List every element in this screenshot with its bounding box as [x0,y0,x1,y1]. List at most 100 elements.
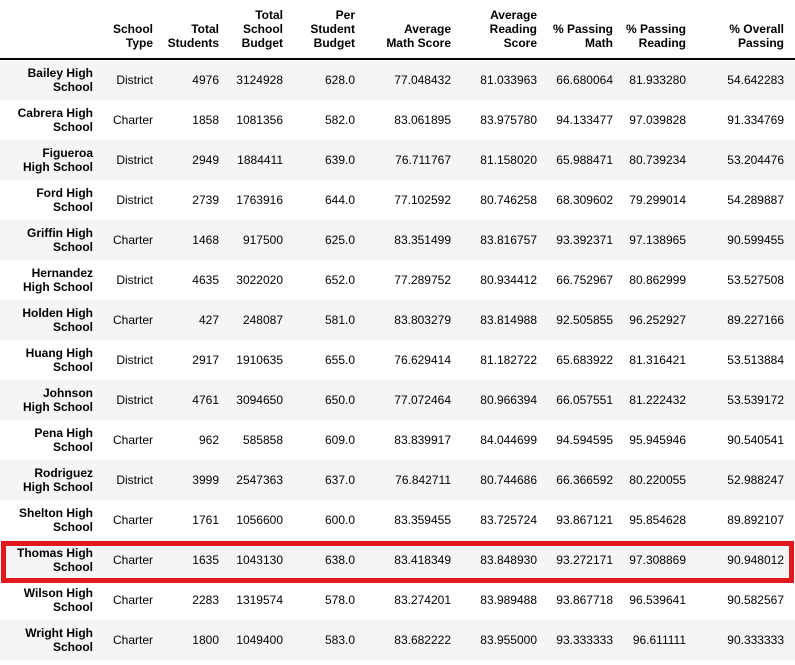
table-row-wright-high-school: Wright High School Charter 1800 1049400 583.0… [0,620,795,660]
cell-passing-reading: 81.933280 [629,73,686,87]
row-header-line: School [52,360,93,374]
cell-average-reading-score: 80.744686 [480,473,537,487]
cell-passing-math: 93.392371 [556,233,613,247]
cell-passing-reading: 79.299014 [629,193,686,207]
cell-total-students: 2917 [192,353,219,367]
column-header-passing-math: % Passing Math [548,0,624,60]
cell-average-math-score: 77.048432 [394,73,451,87]
row-header-line: Figueroa [42,146,93,160]
cell-passing-reading: 97.039828 [629,113,686,127]
row-header-line: Shelton High [19,506,93,520]
table-row-pena-high-school: Pena High School Charter 962 585858 609.0 83.8… [0,420,795,460]
table-row-johnson-high-school: Johnson High School District 4761 3094650 650… [0,380,795,420]
cell-total-students: 427 [198,313,219,327]
cell-passing-math: 93.333333 [556,633,613,647]
cell-school-type: District [116,193,153,207]
cell-overall-passing: 89.892107 [727,513,784,527]
cell-passing-math: 92.505855 [556,313,613,327]
row-header-line: Bailey High [27,66,93,80]
column-header-line: School [112,22,153,36]
cell-total-school-budget: 1763916 [236,193,283,207]
row-header-line: Griffin High [27,226,93,240]
cell-average-math-score: 77.102592 [394,193,451,207]
cell-passing-math: 65.988471 [556,153,613,167]
cell-overall-passing: 90.540541 [727,433,784,447]
column-header-line: % Passing [625,22,686,36]
cell-per-student-budget: 637.0 [324,473,355,487]
row-header-shelton-high-school: Shelton High School [0,500,104,540]
row-header-line: High School [23,400,93,414]
cell-per-student-budget: 638.0 [324,553,355,567]
cell-average-reading-score: 81.182722 [480,353,537,367]
cell-total-students: 962 [198,433,219,447]
table-row-shelton-high-school: Shelton High School Charter 1761 1056600 600.… [0,500,795,540]
cell-school-type: District [116,153,153,167]
cell-total-school-budget: 2547363 [236,473,283,487]
row-header-griffin-high-school: Griffin High School [0,220,104,260]
cell-total-school-budget: 585858 [242,433,283,447]
column-header-line: Average [490,8,537,22]
cell-total-students: 1858 [192,113,219,127]
row-header-holden-high-school: Holden High School [0,300,104,340]
cell-average-reading-score: 83.725724 [480,513,537,527]
table-row-hernandez-high-school: Hernandez High School District 4635 3022020 6… [0,260,795,300]
cell-total-school-budget: 3022020 [236,273,283,287]
row-header-huang-high-school: Huang High School [0,340,104,380]
cell-total-students: 4635 [192,273,219,287]
cell-passing-math: 66.057551 [556,393,613,407]
column-header-line: Budget [241,36,283,50]
cell-total-students: 2283 [192,593,219,607]
cell-total-school-budget: 1043130 [236,553,283,567]
column-header-average-math-score: Average Math Score [366,0,462,60]
row-header-thomas-high-school: Thomas High School [0,540,104,580]
cell-per-student-budget: 644.0 [324,193,355,207]
cell-per-student-budget: 628.0 [324,73,355,87]
index-corner-header [0,0,104,60]
table-row-figueroa-high-school: Figueroa High School District 2949 1884411 63… [0,140,795,180]
cell-per-student-budget: 625.0 [324,233,355,247]
cell-average-reading-score: 83.989488 [480,593,537,607]
row-header-line: Hernandez [31,266,93,280]
cell-school-type: District [116,353,153,367]
cell-total-school-budget: 3094650 [236,393,283,407]
cell-total-students: 4976 [192,73,219,87]
row-header-line: Wilson High [23,586,93,600]
cell-average-math-score: 83.839917 [394,433,451,447]
column-header-school-type: School Type [104,0,164,60]
cell-total-school-budget: 1081356 [236,113,283,127]
cell-total-students: 1761 [192,513,219,527]
cell-total-students: 1800 [192,633,219,647]
cell-overall-passing: 54.642283 [727,73,784,87]
cell-overall-passing: 90.599455 [727,233,784,247]
cell-total-school-budget: 1910635 [236,353,283,367]
cell-passing-reading: 97.308869 [629,553,686,567]
table-row-griffin-high-school: Griffin High School Charter 1468 917500 625.0… [0,220,795,260]
row-header-line: High School [23,280,93,294]
cell-overall-passing: 91.334769 [727,113,784,127]
row-header-line: Huang High [25,346,93,360]
column-header-line: Passing [737,36,784,50]
cell-overall-passing: 90.582567 [727,593,784,607]
row-header-ford-high-school: Ford High School [0,180,104,220]
row-header-line: School [52,120,93,134]
cell-overall-passing: 54.289887 [727,193,784,207]
column-header-line: Reading [638,36,686,50]
cell-passing-math: 66.366592 [556,473,613,487]
table-row-thomas-high-school: Thomas High School Charter 1635 1043130 638.0… [0,540,795,580]
cell-average-math-score: 83.359455 [394,513,451,527]
row-header-line: Ford High [36,186,93,200]
row-header-line: School [52,560,93,574]
cell-average-reading-score: 80.746258 [480,193,537,207]
cell-total-school-budget: 3124928 [236,73,283,87]
column-header-line: Score [503,36,537,50]
cell-school-type: Charter [112,593,153,607]
table-row-bailey-high-school: Bailey High School District 4976 3124928 628.… [0,59,795,100]
cell-per-student-budget: 639.0 [324,153,355,167]
cell-passing-reading: 81.316421 [629,353,686,367]
cell-average-math-score: 83.418349 [394,553,451,567]
column-header-line: Average [404,22,451,36]
cell-average-math-score: 76.711767 [395,153,451,167]
cell-total-school-budget: 1884411 [237,153,283,167]
cell-average-math-score: 83.803279 [394,313,451,327]
